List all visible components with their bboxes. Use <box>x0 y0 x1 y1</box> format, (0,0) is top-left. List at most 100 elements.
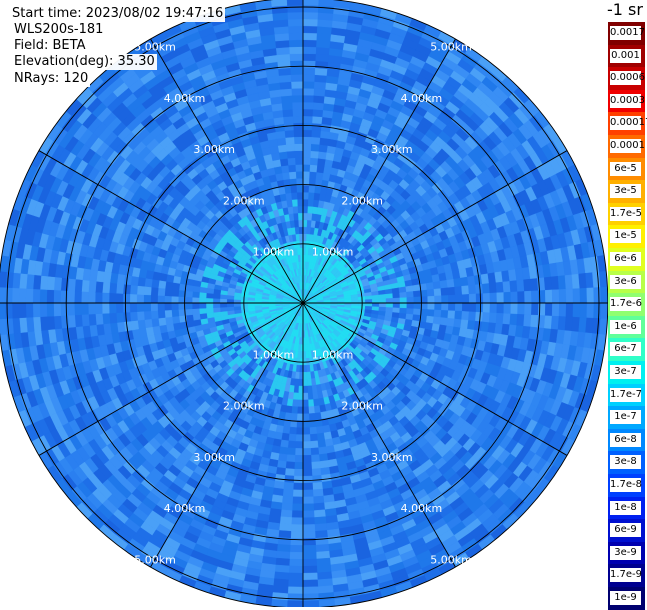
range-gate-cell <box>365 303 372 307</box>
range-gate-cell <box>277 544 290 552</box>
range-gate-cell <box>296 435 303 442</box>
range-gate-cell <box>316 47 330 55</box>
range-gate-cell <box>425 276 433 284</box>
range-gate-cell <box>518 303 525 315</box>
range-gate-cell <box>138 277 146 286</box>
range-gate-cell <box>234 303 241 307</box>
range-gate-cell <box>281 503 292 511</box>
range-gate-cell <box>434 289 442 297</box>
range-gate-cell <box>294 469 303 476</box>
range-gate-cell <box>587 303 594 318</box>
range-gate-cell <box>468 285 476 294</box>
range-gate-cell <box>102 303 109 314</box>
range-gate-cell <box>303 144 311 151</box>
range-gate-cell <box>427 289 435 296</box>
range-gate-cell <box>88 303 95 314</box>
range-gate-cell <box>283 482 293 490</box>
range-gate-cell <box>566 303 573 317</box>
range-gate-cell <box>291 518 303 525</box>
range-gate-cell <box>81 303 88 315</box>
range-gate-cell <box>0 271 7 287</box>
range-gate-cell <box>303 213 308 220</box>
range-gate-cell <box>544 316 552 329</box>
range-gate-cell <box>47 303 54 316</box>
range-gate-cell <box>303 109 313 116</box>
range-gate-cell <box>462 311 470 320</box>
range-gate-cell <box>407 303 414 309</box>
range-gate-cell <box>291 524 303 531</box>
range-gate-cell <box>47 290 54 303</box>
range-gate-cell <box>580 303 587 318</box>
range-gate-cell <box>406 308 413 314</box>
range-gate-cell <box>164 303 171 310</box>
range-gate-cell <box>291 413 298 420</box>
range-gate-cell <box>428 296 435 303</box>
range-gate-cell <box>303 164 310 171</box>
range-gate-cell <box>448 295 455 303</box>
range-gate-cell <box>531 291 538 303</box>
range-gate-cell <box>565 275 573 289</box>
range-gate-cell <box>469 294 476 303</box>
range-gate-cell <box>171 303 178 310</box>
range-gate-cell <box>206 308 213 313</box>
range-gate-cell <box>313 489 324 497</box>
range-gate-cell <box>303 206 308 213</box>
range-gate-cell <box>287 594 303 601</box>
range-gate-cell <box>158 288 166 296</box>
range-gate-cell <box>441 303 448 311</box>
range-gate-cell <box>67 291 74 303</box>
range-gate-cell <box>137 294 144 303</box>
range-gate-cell <box>276 558 290 566</box>
range-gate-cell <box>413 291 420 298</box>
range-gate-cell <box>476 294 483 303</box>
range-gate-cell <box>137 311 145 320</box>
range-gate-cell <box>171 296 178 303</box>
range-gate-cell <box>303 130 312 137</box>
range-gate-cell <box>303 151 311 158</box>
range-gate-cell <box>440 280 448 288</box>
range-gate-cell <box>54 277 62 290</box>
range-gate-cell <box>303 102 314 109</box>
range-gate-cell <box>75 279 83 291</box>
range-gate-cell <box>165 310 173 318</box>
range-gate-cell <box>19 288 26 303</box>
range-gate-cell <box>454 319 462 328</box>
range-gate-cell <box>314 406 320 414</box>
range-gate-cell <box>315 75 327 83</box>
range-gate-cell <box>308 406 314 413</box>
range-gate-cell <box>116 303 123 313</box>
range-gate-cell <box>287 448 295 456</box>
range-gate-cell <box>213 307 220 312</box>
range-gate-cell <box>303 40 317 47</box>
range-gate-cell <box>426 316 434 324</box>
range-gate-cell <box>109 313 117 324</box>
range-gate-cell <box>310 158 318 166</box>
range-gate-cell <box>54 303 61 316</box>
range-gate-cell <box>303 386 308 393</box>
range-gate-cell <box>310 434 318 442</box>
range-gate-cell <box>365 299 372 303</box>
range-gate-cell <box>303 5 319 12</box>
range-gate-cell <box>414 303 421 309</box>
range-gate-cell <box>282 426 290 434</box>
range-gate-cell <box>303 54 316 61</box>
range-gate-cell <box>5 287 12 303</box>
range-gate-cell <box>292 504 303 511</box>
range-gate-cell <box>303 469 312 476</box>
range-gate-cell <box>281 510 293 518</box>
range-gate-cell <box>33 303 40 317</box>
range-gate-cell <box>306 365 310 372</box>
range-gate-cell <box>81 291 88 303</box>
range-gate-cell <box>286 455 295 463</box>
range-gate-cell <box>518 291 525 303</box>
range-gate-cell <box>312 385 317 393</box>
range-gate-cell <box>393 303 400 308</box>
range-gate-cell <box>207 312 215 318</box>
range-gate-cell <box>448 287 456 295</box>
range-gate-cell <box>186 315 194 322</box>
range-gate-cell <box>172 316 180 324</box>
range-gate-cell <box>448 311 456 319</box>
range-gate-cell <box>295 448 303 455</box>
range-gate-cell <box>303 435 310 442</box>
range-gate-cell <box>294 462 303 469</box>
